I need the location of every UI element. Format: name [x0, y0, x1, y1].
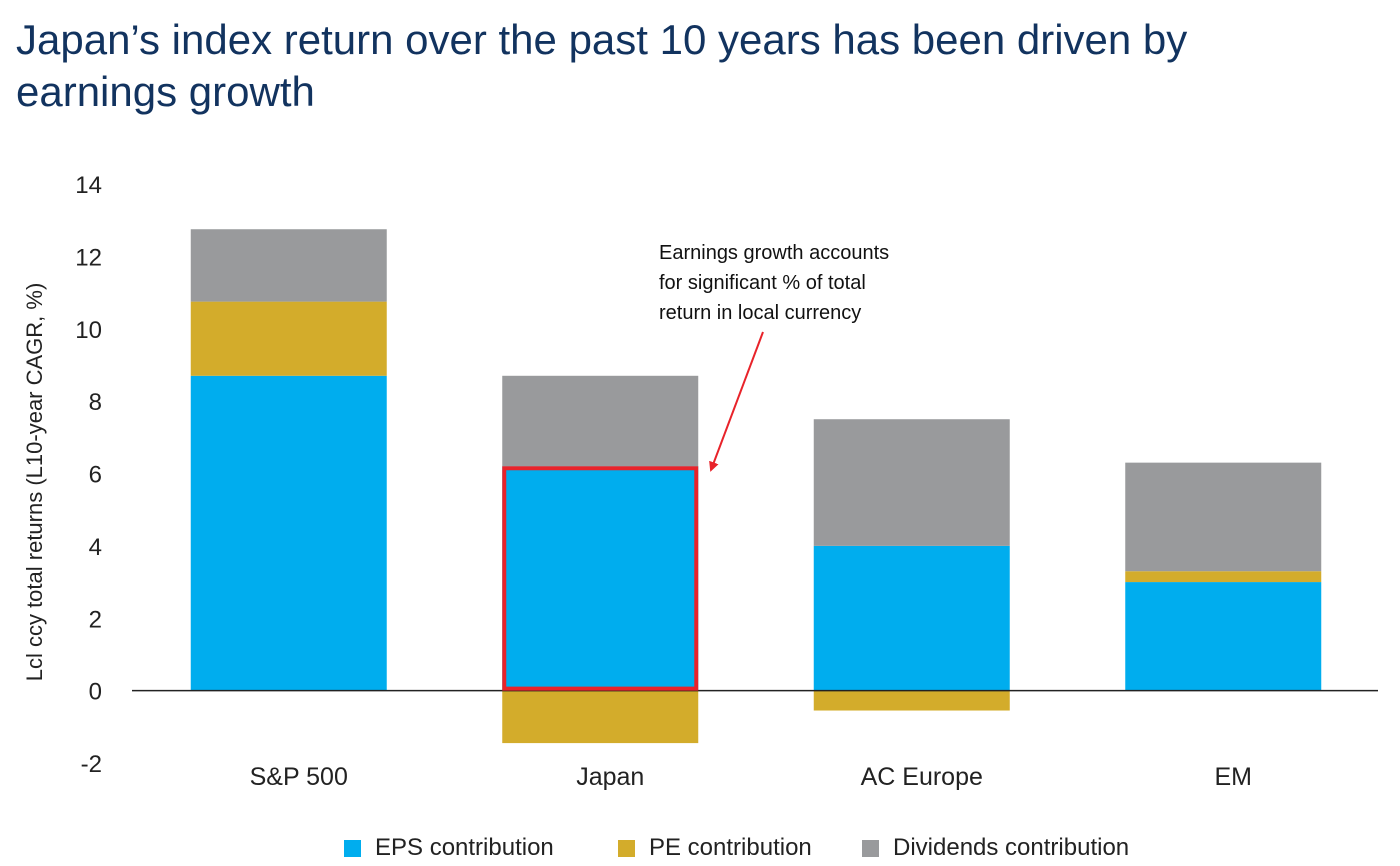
y-tick-label: 6 — [89, 462, 102, 489]
chart-title: Japan’s index return over the past 10 ye… — [16, 16, 1188, 115]
category-label-japan: Japan — [576, 763, 644, 791]
legend-item-dividends-contribution: Dividends contribution — [862, 830, 1129, 866]
bar-em-eps-contribution — [1125, 582, 1322, 691]
y-tick-label: 4 — [89, 534, 102, 561]
legend-item-eps-contribution: EPS contribution — [344, 830, 554, 866]
legend-swatch — [618, 839, 635, 857]
legend-label: EPS contribution — [375, 834, 554, 861]
bars — [190, 229, 1322, 744]
y-tick-label: 12 — [75, 244, 102, 271]
legend-label: Dividends contribution — [893, 834, 1130, 861]
bar-s-p-500-eps-contribution — [190, 375, 387, 691]
bar-japan-eps-contribution — [502, 466, 699, 691]
annotation-line: for significant % of total — [659, 272, 866, 294]
bar-s-p-500-pe-contribution — [190, 301, 387, 376]
y-tick-label: -2 — [81, 751, 102, 778]
bar-japan-pe-contribution — [502, 690, 699, 744]
bar-em-dividends-contribution — [1125, 462, 1322, 572]
legend-swatch — [862, 839, 879, 857]
bar-em-pe-contribution — [1125, 571, 1322, 583]
annotation-line: Earnings growth accounts — [659, 242, 889, 264]
category-label-ac-europe: AC Europe — [861, 763, 983, 791]
highlight-box — [502, 466, 699, 691]
category-label-s-p-500: S&P 500 — [250, 763, 348, 791]
y-axis-title: Lcl ccy total returns (L10-year CAGR, %) — [22, 283, 47, 682]
annotation-line: return in local currency — [659, 302, 861, 324]
legend-label: PE contribution — [649, 834, 812, 861]
legend-item-pe-contribution: PE contribution — [618, 830, 812, 866]
bar-japan-dividends-contribution — [502, 375, 699, 467]
y-tick-label: 14 — [75, 172, 102, 199]
y-tick-label: 0 — [89, 679, 102, 706]
bar-ac-europe-eps-contribution — [813, 545, 1010, 691]
legend-swatch — [344, 839, 361, 857]
annotation: Earnings growth accounts for significant … — [659, 242, 889, 472]
bar-ac-europe-pe-contribution — [813, 690, 1010, 711]
y-tick-label: 2 — [89, 606, 102, 633]
y-tick-label: 10 — [75, 317, 102, 344]
category-label-em: EM — [1215, 763, 1253, 791]
annotation-arrow — [709, 331, 764, 472]
y-axis-title-group: Lcl ccy total returns (L10-year CAGR, %) — [22, 283, 47, 682]
highlight-group — [502, 466, 699, 691]
legend: EPS contribution PE contribution Dividends… — [0, 830, 1400, 866]
bar-ac-europe-dividends-contribution — [813, 419, 1010, 546]
y-tick-labels: -2 0 2 4 6 8 10 12 14 — [75, 172, 102, 778]
y-tick-label: 8 — [89, 389, 102, 416]
bar-s-p-500-dividends-contribution — [190, 229, 387, 302]
category-labels: S&P 500 Japan AC Europe EM — [250, 763, 1252, 791]
